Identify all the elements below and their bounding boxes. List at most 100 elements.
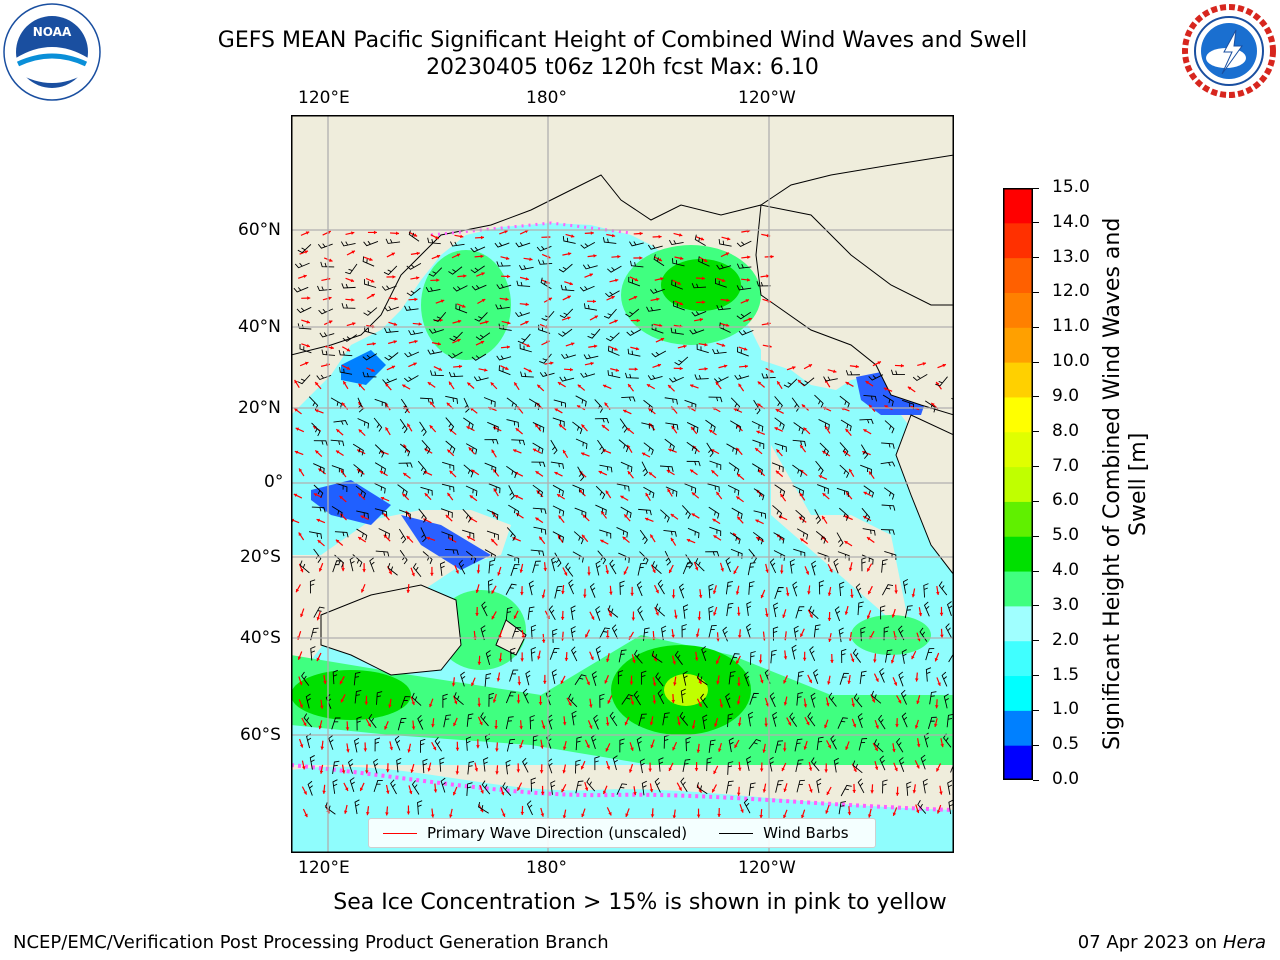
wave-direction-arrowhead [770,254,774,259]
wind-barb [718,238,732,247]
wave-direction-arrowhead [922,362,926,366]
wind-barb [594,756,600,771]
wave-direction-arrowhead [825,810,829,814]
wave-direction-arrowhead [704,367,708,371]
wind-barb [792,581,798,597]
wind-barb [427,349,443,355]
wave-direction-arrowhead [385,427,389,431]
wind-barb [448,371,464,378]
wind-barb [761,373,776,379]
wind-barb [458,559,466,575]
wave-direction-arrowhead [825,425,829,430]
wave-direction-arrowhead [770,369,774,373]
wave-direction-arrowhead [737,635,742,639]
wind-barb [532,442,544,455]
wind-barb [390,779,397,795]
wind-barb [575,395,587,407]
wind-barb [769,558,777,574]
wind-barb [531,461,546,468]
wave-direction-arrowhead [429,703,433,708]
wind-barb [428,267,443,277]
wave-direction-arrowhead [480,235,485,240]
wind-barb [331,465,344,475]
wind-barb [725,693,731,709]
wind-barb [398,509,411,520]
wave-direction-arrowhead [537,384,541,389]
wave-direction-arrowhead [403,473,407,477]
wave-region-north-pacific-peak [661,259,741,311]
wind-barb [385,238,401,244]
wave-direction-arrowhead [629,681,634,685]
wind-barb [792,439,807,447]
wave-direction-arrowhead [726,236,731,241]
colorbar-bin [1003,222,1033,259]
wind-barb [769,692,776,708]
wind-barb [583,354,599,360]
wave-direction-arrowhead [883,387,888,391]
wind-barb [743,798,751,814]
wind-barb [860,444,869,459]
wind-barb [747,711,754,727]
wind-barb [657,689,665,705]
wave-direction-arrowhead [297,656,302,660]
wave-direction-arrowhead [299,681,303,686]
wind-barb [752,463,763,475]
wave-direction-arrowhead [698,680,702,684]
wave-direction-arrowhead [570,342,575,346]
wind-barb [408,330,423,336]
wind-barb [443,714,452,728]
wave-direction-arrowhead [723,364,728,368]
wave-direction-arrowhead [691,513,696,517]
wave-direction-arrowhead [304,250,309,254]
wave-direction-arrowhead [737,767,742,771]
wind-barb [550,780,556,795]
wave-direction-arrowhead [535,471,540,475]
wave-direction-arrowhead [540,791,545,795]
wind-barb [363,240,379,247]
wave-direction-arrowhead [660,337,665,342]
colorbar-tick-label: 12.0 [1052,281,1090,302]
wave-direction-arrowhead [402,384,406,388]
wind-barb [467,761,475,775]
wind-barb [445,549,459,555]
wind-barb [303,713,313,728]
colorbar-tick-mark [1033,326,1039,328]
wave-direction-arrowhead [801,404,806,408]
wave-direction-arrowhead [645,492,649,497]
wave-direction-arrowhead [704,342,708,347]
wind-barb [793,548,806,558]
wave-direction-arrowhead [757,381,762,385]
wave-direction-arrowhead [432,746,437,751]
wind-barb [374,462,386,474]
wave-direction-arrowhead [294,450,299,455]
wave-direction-arrowhead [884,405,888,409]
wave-direction-arrowhead [758,660,763,664]
lon-tick-top-120e: 120°E [298,88,350,108]
wind-barb [474,312,488,322]
wind-barb [294,262,310,269]
wind-barb [508,485,515,500]
wind-barb [773,532,785,544]
wave-direction-arrowhead [873,659,877,663]
wave-direction-arrowhead [590,656,594,660]
wave-direction-arrowhead [513,615,518,619]
wind-barb [583,303,598,311]
wind-barb [494,242,510,248]
wave-direction-arrowhead [361,589,365,593]
wind-barb [629,241,644,247]
wave-direction-arrowhead [824,769,828,773]
wave-direction-arrowhead [691,492,696,496]
colorbar-tick-mark [1033,675,1039,677]
wave-direction-arrowhead [406,536,411,540]
low-wave-japan-sea [341,350,386,385]
wave-direction-arrowhead [453,722,457,727]
wind-barb [643,442,654,455]
wind-barb [830,734,837,750]
wind-barb [345,263,358,275]
wave-direction-arrowhead [827,617,832,621]
wind-barb [421,440,431,454]
wind-barb [403,375,419,383]
wind-barb [550,439,558,455]
wave-direction-arrowhead [537,656,541,660]
wind-barb [861,507,871,522]
